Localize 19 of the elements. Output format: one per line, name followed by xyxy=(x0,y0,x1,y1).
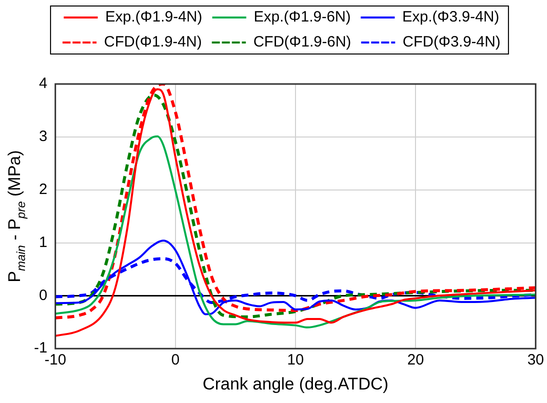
x-axis-title: Crank angle (deg.ATDC) xyxy=(202,374,388,394)
x-tick-label: 0 xyxy=(171,352,180,369)
legend-label: CFD(Φ1.9-6N) xyxy=(253,34,352,51)
y-tick-label: 1 xyxy=(38,234,48,251)
legend-label: CFD(Φ3.9-4N) xyxy=(402,34,500,51)
legend-label: CFD(Φ1.9-4N) xyxy=(104,34,202,51)
x-tick-label: 20 xyxy=(407,352,424,369)
y-tick-label: 3 xyxy=(38,128,48,146)
x-tick-label: 30 xyxy=(527,352,544,369)
legend-label: Exp.(Φ1.9-4N) xyxy=(105,8,202,26)
y-tick-label: 0 xyxy=(38,286,48,304)
legend-label: Exp.(Φ1.9-6N) xyxy=(254,8,351,26)
y-axis-title: Pmain - Ppre (MPa) xyxy=(5,150,28,282)
x-tick-label: 10 xyxy=(287,352,304,369)
y-tick-label: 4 xyxy=(38,75,48,92)
line-series xyxy=(55,135,536,328)
line-series xyxy=(55,240,536,316)
legend-label: Exp.(Φ3.9-4N) xyxy=(402,8,500,26)
y-tick-label: 2 xyxy=(38,180,48,198)
